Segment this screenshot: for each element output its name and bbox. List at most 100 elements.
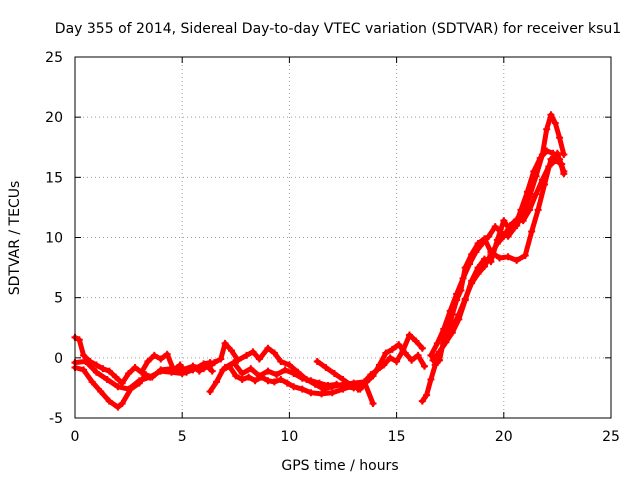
data-point [270,378,278,386]
data-point [146,373,154,381]
data-point [114,403,122,411]
data-point [150,351,158,359]
data-point [408,356,416,364]
data-point [433,339,441,347]
data-point [491,223,499,231]
data-point [538,176,546,184]
x-tick-label: 15 [388,429,406,445]
data-point [137,368,145,376]
data-point [112,373,120,381]
data-point [333,380,341,388]
data-point [92,361,100,369]
data-point [395,341,403,349]
data-point [273,371,281,379]
data-point [221,363,229,371]
data-point [330,369,338,377]
data-point [97,388,105,396]
data-point [290,383,298,391]
data-point [461,295,469,303]
data-point [348,382,356,390]
data-point [487,250,495,258]
data-point [131,363,139,371]
data-point [513,256,521,264]
data-point [238,369,246,377]
data-point [412,337,420,345]
data-point [418,344,426,352]
series-arc6 [221,359,366,392]
data-point [264,367,272,375]
data-point [485,232,493,240]
data-point [307,389,315,397]
series-line [449,158,565,331]
data-point [157,367,165,375]
data-point [388,345,396,353]
x-tick-label: 5 [178,429,187,445]
data-point [80,366,88,374]
data-point [472,248,480,256]
data-point [232,372,240,380]
data-point [114,383,122,391]
y-tick-label: 0 [54,351,63,367]
y-tick-label: 20 [45,110,63,126]
data-point [298,385,306,393]
data-point [118,400,126,408]
data-point [526,206,534,214]
data-point [496,254,504,262]
x-tick-label: 25 [602,429,620,445]
data-point [243,351,251,359]
data-point [82,357,90,365]
data-point [386,354,394,362]
data-point [125,385,133,393]
data-point [521,252,529,260]
data-point [519,217,527,225]
data-point [163,350,171,358]
data-point [427,351,435,359]
data-point [493,240,501,248]
data-point [251,377,259,385]
y-tick-label: 5 [54,291,63,307]
series-arc9 [418,149,568,405]
data-point [393,357,401,365]
data-point [264,377,272,385]
data-point [373,366,381,374]
data-point [545,163,553,171]
data-point [560,150,568,158]
data-point [560,167,568,175]
data-point [427,375,435,383]
data-point [88,378,96,386]
data-point [543,125,551,133]
data-point [538,150,546,158]
chart-title: Day 355 of 2014, Sidereal Day-to-day VTE… [55,21,621,37]
data-point [478,240,486,248]
data-point [500,217,508,225]
data-point [157,355,165,363]
data-point [277,357,285,365]
data-point [354,385,362,393]
data-point [313,357,321,365]
data-point [99,365,107,373]
data-point [217,355,225,363]
series-arc4 [206,362,368,398]
data-point [228,347,236,355]
data-point [341,383,349,391]
data-point [448,324,456,332]
data-point [281,366,289,374]
data-point [446,307,454,315]
series-arc12 [448,156,566,332]
y-axis-label: SDTVAR / TECUs [7,181,23,296]
data-point [532,190,540,198]
data-point [324,382,332,390]
data-point [528,227,536,235]
data-point [283,379,291,387]
y-tick-label: 25 [45,50,63,66]
data-point [255,372,263,380]
x-tick-label: 0 [71,429,80,445]
data-point [245,373,253,381]
data-point [423,391,431,399]
data-point [80,351,88,359]
data-point [328,389,336,397]
data-point [125,369,133,377]
data-point [380,361,388,369]
data-point [504,253,512,261]
